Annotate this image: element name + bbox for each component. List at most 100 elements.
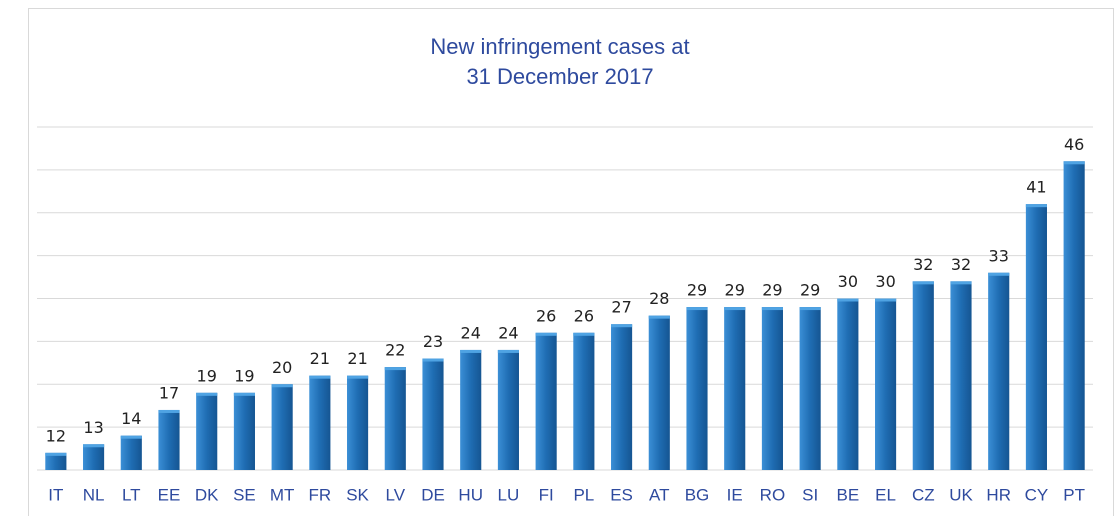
- x-tick-label: DK: [195, 485, 219, 504]
- value-label: 20: [272, 358, 292, 377]
- value-label: 19: [197, 366, 217, 385]
- value-label: 29: [687, 281, 707, 300]
- bar-cap: [875, 298, 897, 302]
- bar: [158, 409, 180, 470]
- x-tick-label: LT: [122, 485, 141, 504]
- value-label: 30: [838, 272, 858, 291]
- bar: [45, 452, 67, 470]
- chart-title: 31 December 2017: [466, 64, 653, 89]
- bar-cap: [912, 281, 934, 285]
- bar-cap: [573, 332, 595, 336]
- x-tick-label: HU: [458, 485, 483, 504]
- value-label: 32: [951, 255, 971, 274]
- x-tick-label: IE: [727, 485, 743, 504]
- value-label: 17: [159, 383, 179, 402]
- bar: [686, 307, 708, 470]
- bar: [648, 315, 670, 470]
- bar-cap: [45, 452, 67, 456]
- value-label: 30: [875, 272, 895, 291]
- value-label: 23: [423, 332, 443, 351]
- bar: [1025, 204, 1047, 471]
- x-tick-label: SI: [802, 485, 818, 504]
- value-label: 27: [611, 298, 631, 317]
- x-tick-label: CY: [1025, 485, 1049, 504]
- bar-cap: [158, 409, 180, 413]
- x-tick-label: MT: [270, 485, 295, 504]
- x-tick-label: FR: [309, 485, 332, 504]
- bar-cap: [460, 349, 482, 353]
- bar: [460, 349, 482, 470]
- value-label: 21: [347, 349, 367, 368]
- bar: [422, 358, 444, 470]
- bar-cap: [837, 298, 859, 302]
- value-label: 14: [121, 409, 141, 428]
- x-tick-label: CZ: [912, 485, 935, 504]
- value-label: 33: [989, 246, 1009, 265]
- x-tick-label: DE: [421, 485, 445, 504]
- bar-cap: [309, 375, 331, 379]
- x-tick-label: ES: [610, 485, 633, 504]
- bar: [384, 367, 406, 470]
- x-tick-label: PT: [1063, 485, 1085, 504]
- bar-cap: [761, 307, 783, 311]
- value-label: 26: [574, 306, 594, 325]
- bar-cap: [611, 324, 633, 328]
- bar: [271, 384, 293, 470]
- bar: [724, 307, 746, 470]
- bar-cap: [196, 392, 218, 396]
- x-tick-label: NL: [83, 485, 105, 504]
- x-tick-label: AT: [649, 485, 669, 504]
- bar: [120, 435, 142, 470]
- bar-cap: [497, 349, 519, 353]
- bar: [988, 272, 1010, 470]
- bar-cap: [648, 315, 670, 319]
- x-tick-label: SK: [346, 485, 369, 504]
- x-tick-label: BE: [837, 485, 860, 504]
- value-label: 22: [385, 341, 405, 360]
- bar: [912, 281, 934, 470]
- bar: [761, 307, 783, 470]
- x-tick-label: IT: [48, 485, 63, 504]
- x-tick-label: EE: [158, 485, 181, 504]
- bar-cap: [988, 272, 1010, 276]
- bar-cap: [799, 307, 821, 311]
- value-label: 29: [725, 281, 745, 300]
- value-label: 46: [1064, 135, 1084, 154]
- x-tick-label: HR: [986, 485, 1011, 504]
- bar: [196, 392, 218, 470]
- bar-cap: [347, 375, 369, 379]
- bar: [535, 332, 557, 470]
- value-label: 29: [800, 281, 820, 300]
- value-label: 13: [83, 418, 103, 437]
- value-label: 24: [498, 323, 518, 342]
- bar-cap: [83, 444, 105, 448]
- bar-cap: [686, 307, 708, 311]
- x-tick-label: EL: [875, 485, 896, 504]
- bar: [611, 324, 633, 470]
- bar: [799, 307, 821, 470]
- bar: [497, 349, 519, 470]
- bar-cap: [120, 435, 142, 439]
- bar: [837, 298, 859, 470]
- bar-cap: [233, 392, 255, 396]
- bar-cap: [950, 281, 972, 285]
- value-label: 24: [461, 323, 481, 342]
- bar: [309, 375, 331, 470]
- x-tick-label: LU: [498, 485, 520, 504]
- bar-cap: [535, 332, 557, 336]
- value-label: 12: [46, 426, 66, 445]
- value-label: 26: [536, 306, 556, 325]
- bar-cap: [271, 384, 293, 388]
- x-tick-label: PL: [573, 485, 594, 504]
- bar: [1063, 161, 1085, 471]
- x-tick-label: FI: [539, 485, 554, 504]
- bar: [347, 375, 369, 470]
- bar: [233, 392, 255, 470]
- x-tick-label: RO: [760, 485, 786, 504]
- bar-cap: [1025, 204, 1047, 208]
- bar: [875, 298, 897, 470]
- x-tick-label: SE: [233, 485, 256, 504]
- value-label: 32: [913, 255, 933, 274]
- bar-cap: [384, 367, 406, 371]
